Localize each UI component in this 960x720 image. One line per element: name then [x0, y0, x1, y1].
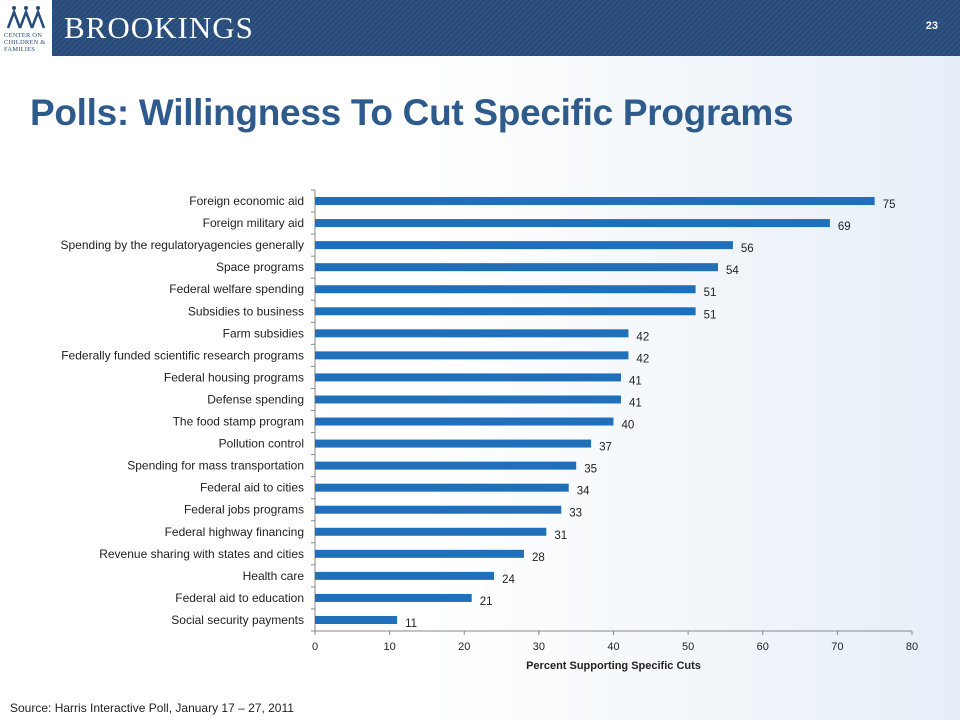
bar: [315, 461, 577, 470]
bar: [315, 505, 562, 514]
category-label: Defense spending: [207, 392, 304, 406]
category-label: Foreign military aid: [203, 216, 304, 230]
category-label: Federally funded scientific research pro…: [61, 348, 304, 362]
data-label: 31: [554, 530, 567, 542]
data-label: 41: [629, 397, 642, 409]
bar: [315, 373, 621, 382]
bar: [315, 483, 569, 492]
source-note: Source: Harris Interactive Poll, January…: [10, 701, 294, 715]
category-label: Health care: [243, 569, 305, 583]
bar: [315, 395, 621, 404]
data-label: 51: [704, 287, 717, 299]
category-label: Federal aid to cities: [200, 481, 304, 495]
bar: [315, 241, 733, 250]
data-label: 54: [726, 265, 739, 277]
slide-title: Polls: Willingness To Cut Specific Progr…: [30, 92, 794, 133]
category-label: Revenue sharing with states and cities: [99, 547, 304, 561]
bar: [315, 307, 696, 316]
category-label: Foreign economic aid: [189, 194, 304, 208]
data-label: 21: [480, 596, 493, 608]
bar: [315, 285, 696, 294]
data-label: 11: [405, 618, 417, 630]
data-label: 41: [629, 375, 642, 387]
category-label: Social security payments: [171, 613, 304, 627]
bar: [315, 219, 830, 228]
data-label: 33: [569, 508, 582, 520]
bar: [315, 329, 629, 338]
bar: [315, 549, 524, 558]
bar: [315, 263, 718, 272]
bar: [315, 527, 547, 536]
bar: [315, 351, 629, 360]
header-bar: Center on Children & Families BROOKINGS …: [0, 0, 960, 56]
page-number: 23: [925, 20, 938, 32]
x-axis-label: Percent Supporting Specific Cuts: [526, 660, 701, 672]
bar: [315, 571, 495, 580]
data-label: 34: [577, 486, 590, 498]
x-tick-label: 80: [906, 641, 918, 653]
data-label: 42: [636, 353, 649, 365]
category-label: Federal highway financing: [165, 525, 304, 539]
category-label: Federal aid to education: [175, 591, 304, 605]
logo: Center on Children & Families: [0, 0, 52, 56]
bar: [315, 417, 614, 426]
bar: [315, 197, 875, 206]
bar: [315, 593, 472, 602]
x-tick-label: 30: [533, 641, 545, 653]
data-label: 40: [622, 420, 635, 432]
data-label: 35: [584, 464, 597, 476]
logo-text: Center on Children & Families: [4, 32, 46, 53]
category-label: Federal welfare spending: [169, 282, 304, 296]
bar: [315, 615, 398, 624]
x-tick-label: 20: [458, 641, 470, 653]
x-tick-label: 10: [384, 641, 396, 653]
category-label: Federal housing programs: [164, 370, 304, 384]
family-logo-icon: [6, 6, 46, 29]
bar: [315, 439, 592, 448]
data-label: 69: [838, 221, 851, 233]
category-label: The food stamp program: [173, 415, 304, 429]
data-label: 56: [741, 243, 754, 255]
category-label: Federal jobs programs: [184, 503, 304, 517]
brand-name: BROOKINGS: [64, 10, 254, 45]
category-label: Farm subsidies: [223, 326, 304, 340]
category-label: Space programs: [216, 260, 304, 274]
data-label: 51: [704, 309, 717, 321]
x-tick-label: 60: [757, 641, 769, 653]
x-tick-label: 40: [607, 641, 619, 653]
category-label: Spending by the regulatoryagencies gener…: [61, 238, 305, 252]
x-tick-label: 70: [831, 641, 843, 653]
category-label: Subsidies to business: [188, 304, 304, 318]
x-tick-label: 50: [682, 641, 694, 653]
data-label: 75: [883, 199, 896, 211]
category-label: Pollution control: [219, 437, 304, 451]
x-tick-label: 0: [312, 641, 318, 653]
data-label: 37: [599, 442, 612, 454]
data-label: 28: [532, 552, 545, 564]
category-label: Spending for mass transportation: [127, 459, 304, 473]
data-label: 42: [636, 331, 649, 343]
data-label: 24: [502, 574, 515, 586]
